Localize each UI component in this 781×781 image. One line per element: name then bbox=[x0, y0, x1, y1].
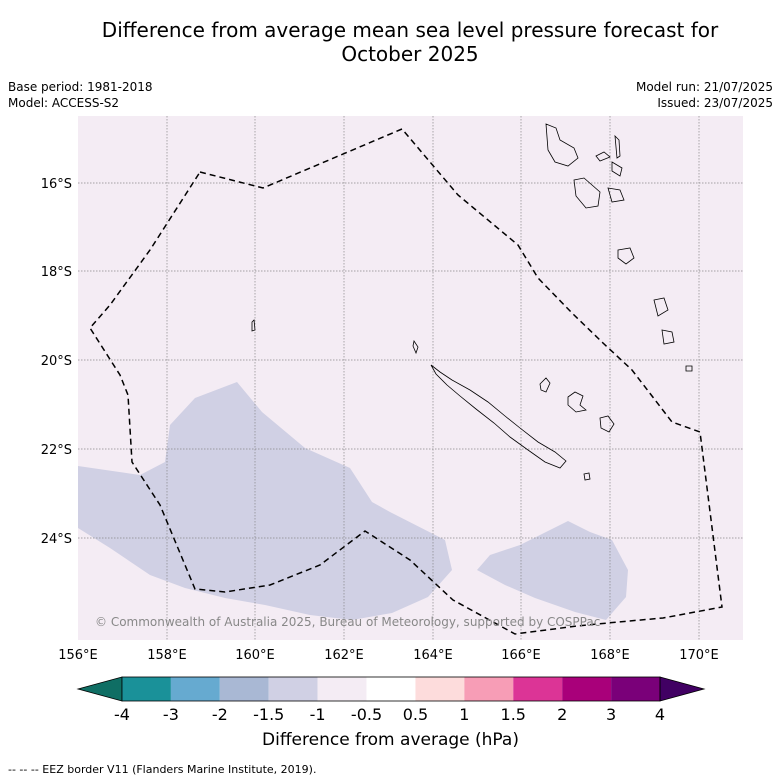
colorbar-tick-label: 0.5 bbox=[403, 705, 428, 724]
hunter-island bbox=[685, 365, 693, 372]
colorbar-swatch bbox=[562, 677, 612, 701]
lon-label: 168°E bbox=[590, 648, 630, 663]
colorbar-outline bbox=[121, 676, 661, 702]
copyright-notice: © Commonwealth of Australia 2025, Bureau… bbox=[95, 615, 600, 629]
vanuatu-pentecost bbox=[611, 161, 623, 177]
eez-border bbox=[89, 128, 723, 635]
new-caledonia-island bbox=[430, 364, 567, 469]
colorbar-tick-label: -1 bbox=[310, 705, 326, 724]
lat-label: 20°S bbox=[41, 354, 72, 369]
vanuatu-erromango bbox=[617, 247, 635, 265]
anomaly-region-east bbox=[477, 521, 628, 620]
colorbar-swatch bbox=[317, 677, 367, 701]
colorbar-tick-label: -1.5 bbox=[253, 705, 284, 724]
colorbar-tick-label: -4 bbox=[114, 705, 130, 724]
vanuatu-tanna bbox=[653, 297, 669, 317]
colorbar-swatch bbox=[611, 677, 660, 701]
colorbar-extend-min bbox=[76, 676, 123, 702]
lon-label: 160°E bbox=[235, 648, 275, 663]
belep-islands bbox=[412, 339, 419, 355]
lon-label: 158°E bbox=[147, 648, 187, 663]
colorbar-tick-label: 2 bbox=[557, 705, 567, 724]
lon-axis: 156°E 158°E 160°E 162°E 164°E 166°E 168°… bbox=[58, 648, 719, 663]
colorbar-swatch bbox=[366, 677, 416, 701]
colorbar-tick-label: 1 bbox=[459, 705, 469, 724]
map-title: Difference from average mean sea level p… bbox=[60, 18, 760, 66]
colorbar-swatch bbox=[122, 677, 171, 701]
vanuatu-aneityum bbox=[661, 329, 675, 345]
colorbar-tick-label: -2 bbox=[212, 705, 228, 724]
vanuatu-ambrym bbox=[595, 151, 611, 162]
mare-island bbox=[599, 415, 615, 433]
colorbar-extend-max bbox=[659, 676, 706, 702]
colorbar-swatch bbox=[513, 677, 563, 701]
colorbar-tick-label: 3 bbox=[606, 705, 616, 724]
model-name: Model: ACCESS-S2 bbox=[8, 96, 120, 110]
lon-label: 156°E bbox=[58, 648, 98, 663]
colorbar-tick-label: 4 bbox=[655, 705, 665, 724]
colorbar-swatch bbox=[268, 677, 318, 701]
isle-of-pines bbox=[583, 472, 591, 481]
model-run: Model run: 21/07/2025 bbox=[635, 80, 773, 94]
lon-label: 170°E bbox=[679, 648, 719, 663]
ouvea-island bbox=[539, 377, 551, 393]
meta-left: Base period: 1981-2018 Model: ACCESS-S2 bbox=[8, 79, 153, 111]
lat-label: 22°S bbox=[41, 443, 72, 458]
lat-axis: 16°S 18°S 20°S 22°S 24°S bbox=[41, 177, 72, 547]
lifou-island bbox=[567, 391, 587, 413]
vanuatu-efate bbox=[607, 187, 625, 203]
issued-date: Issued: 23/07/2025 bbox=[657, 96, 773, 110]
colorbar-label: Difference from average (hPa) bbox=[262, 730, 519, 750]
lon-label: 162°E bbox=[324, 648, 364, 663]
title-line-1: Difference from average mean sea level p… bbox=[101, 18, 719, 42]
colorbar-swatch bbox=[464, 677, 514, 701]
colorbar-swatch bbox=[170, 677, 220, 701]
vanuatu-maewo bbox=[614, 134, 621, 159]
coastlines bbox=[251, 123, 693, 481]
title-line-2: October 2025 bbox=[341, 42, 479, 66]
lon-label: 164°E bbox=[413, 648, 453, 663]
anomaly-region-west bbox=[78, 382, 452, 620]
colorbar-swatch bbox=[415, 677, 465, 701]
eez-footnote: -- -- -- EEZ border V11 (Flanders Marine… bbox=[8, 763, 317, 776]
colorbar-tick-label: 1.5 bbox=[501, 705, 526, 724]
base-period: Base period: 1981-2018 bbox=[8, 80, 153, 94]
lat-label: 18°S bbox=[41, 265, 72, 280]
chesterfield-islands bbox=[251, 319, 256, 332]
colorbar-tick-label: -0.5 bbox=[351, 705, 382, 724]
vanuatu-espiritu-santo bbox=[545, 123, 579, 167]
colorbar-swatch bbox=[219, 677, 269, 701]
lon-label: 166°E bbox=[501, 648, 541, 663]
vanuatu-malekula bbox=[573, 177, 601, 209]
lat-label: 16°S bbox=[41, 177, 72, 192]
lat-label: 24°S bbox=[41, 532, 72, 547]
colorbar-tick-label: -3 bbox=[163, 705, 179, 724]
colorbar: -4 -3 -2 -1.5 -1 -0.5 0.5 1 1.5 2 3 4 bbox=[76, 676, 706, 724]
grid-lines bbox=[78, 116, 743, 640]
meta-right: Model run: 21/07/2025 Issued: 23/07/2025 bbox=[636, 79, 773, 111]
